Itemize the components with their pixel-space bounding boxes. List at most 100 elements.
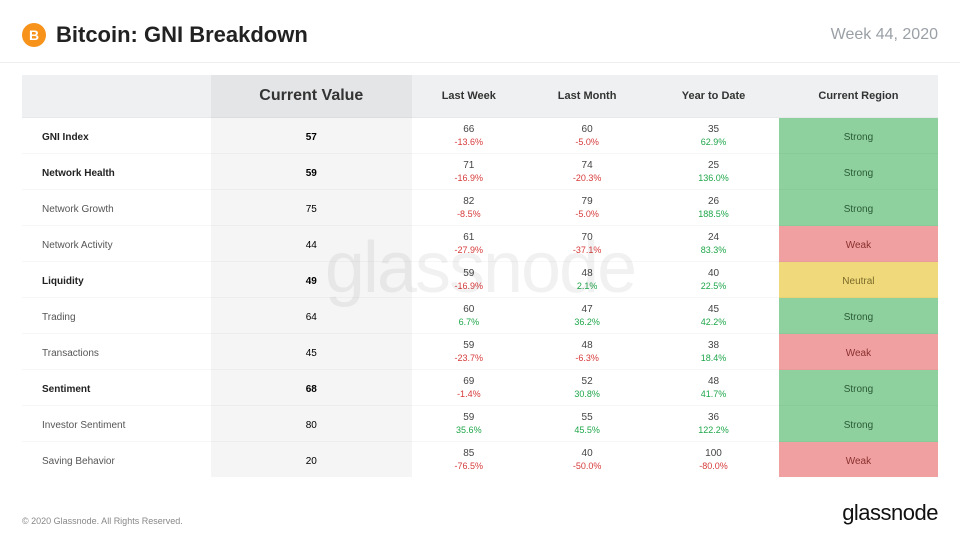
- last_week-delta: -8.5%: [412, 209, 526, 226]
- last_month-value: 52: [526, 370, 648, 390]
- col-last-week: Last Week: [412, 75, 526, 118]
- current-value: 75: [211, 190, 412, 226]
- last_week-delta: -23.7%: [412, 353, 526, 370]
- bitcoin-icon: B: [22, 23, 46, 47]
- ytd-value: 45: [648, 298, 779, 318]
- last_week-value: 59: [412, 262, 526, 282]
- col-last-month: Last Month: [526, 75, 648, 118]
- last_week-value: 82: [412, 190, 526, 210]
- region-badge: Weak: [779, 226, 938, 262]
- row-label: Transactions: [22, 334, 211, 370]
- ytd-value: 36: [648, 406, 779, 426]
- table-row: Network Health59717425Strong: [22, 154, 938, 174]
- current-value: 20: [211, 442, 412, 478]
- table-row: Transactions45594838Weak: [22, 334, 938, 354]
- row-label: Sentiment: [22, 370, 211, 406]
- last_week-delta: 35.6%: [412, 425, 526, 442]
- last_month-value: 47: [526, 298, 648, 318]
- ytd-delta: 18.4%: [648, 353, 779, 370]
- table-row: Network Activity44617024Weak: [22, 226, 938, 246]
- current-value: 80: [211, 406, 412, 442]
- last_month-delta: 45.5%: [526, 425, 648, 442]
- last_month-delta: -5.0%: [526, 137, 648, 154]
- last_week-value: 61: [412, 226, 526, 246]
- row-label: Network Health: [22, 154, 211, 190]
- last_week-value: 66: [412, 118, 526, 138]
- row-label: GNI Index: [22, 118, 211, 154]
- last_week-delta: -1.4%: [412, 389, 526, 406]
- last_month-delta: 30.8%: [526, 389, 648, 406]
- ytd-delta: 122.2%: [648, 425, 779, 442]
- region-badge: Strong: [779, 406, 938, 442]
- last_month-delta: -6.3%: [526, 353, 648, 370]
- region-badge: Weak: [779, 334, 938, 370]
- ytd-delta: 41.7%: [648, 389, 779, 406]
- last_month-value: 60: [526, 118, 648, 138]
- last_month-value: 70: [526, 226, 648, 246]
- table-row: GNI Index57666035Strong: [22, 118, 938, 138]
- header-left: B Bitcoin: GNI Breakdown: [22, 22, 308, 48]
- ytd-value: 40: [648, 262, 779, 282]
- ytd-delta: 136.0%: [648, 173, 779, 190]
- last_month-delta: -20.3%: [526, 173, 648, 190]
- last_month-value: 48: [526, 262, 648, 282]
- last_month-delta: 36.2%: [526, 317, 648, 334]
- last_week-value: 69: [412, 370, 526, 390]
- ytd-value: 100: [648, 442, 779, 462]
- last_week-delta: -16.9%: [412, 173, 526, 190]
- last_week-value: 59: [412, 334, 526, 354]
- col-current: Current Value: [211, 75, 412, 118]
- header: B Bitcoin: GNI Breakdown Week 44, 2020: [0, 0, 960, 63]
- region-badge: Weak: [779, 442, 938, 478]
- page-title: Bitcoin: GNI Breakdown: [56, 22, 308, 48]
- col-region: Current Region: [779, 75, 938, 118]
- table-header-row: Current Value Last Week Last Month Year …: [22, 75, 938, 118]
- current-value: 59: [211, 154, 412, 190]
- last_month-delta: -5.0%: [526, 209, 648, 226]
- current-value: 45: [211, 334, 412, 370]
- ytd-value: 26: [648, 190, 779, 210]
- current-value: 64: [211, 298, 412, 334]
- last_week-value: 59: [412, 406, 526, 426]
- last_month-delta: -50.0%: [526, 461, 648, 477]
- last_week-delta: -13.6%: [412, 137, 526, 154]
- table-row: Network Growth75827926Strong: [22, 190, 938, 210]
- region-badge: Strong: [779, 370, 938, 406]
- row-label: Network Activity: [22, 226, 211, 262]
- brand-logo: glassnode: [842, 500, 938, 526]
- footer: © 2020 Glassnode. All Rights Reserved. g…: [22, 500, 938, 526]
- table-row: Saving Behavior208540100Weak: [22, 442, 938, 462]
- week-label: Week 44, 2020: [831, 26, 938, 44]
- region-badge: Strong: [779, 190, 938, 226]
- current-value: 57: [211, 118, 412, 154]
- col-ytd: Year to Date: [648, 75, 779, 118]
- ytd-delta: 42.2%: [648, 317, 779, 334]
- ytd-delta: 188.5%: [648, 209, 779, 226]
- table-row: Trading64604745Strong: [22, 298, 938, 318]
- ytd-delta: -80.0%: [648, 461, 779, 477]
- table-row: Sentiment68695248Strong: [22, 370, 938, 390]
- table-row: Liquidity49594840Neutral: [22, 262, 938, 282]
- ytd-value: 24: [648, 226, 779, 246]
- last_week-delta: -27.9%: [412, 245, 526, 262]
- last_month-delta: -37.1%: [526, 245, 648, 262]
- region-badge: Neutral: [779, 262, 938, 298]
- last_week-value: 71: [412, 154, 526, 174]
- last_week-delta: -16.9%: [412, 281, 526, 298]
- last_month-value: 74: [526, 154, 648, 174]
- gni-table: Current Value Last Week Last Month Year …: [22, 75, 938, 477]
- last_month-value: 40: [526, 442, 648, 462]
- last_week-delta: -76.5%: [412, 461, 526, 477]
- last_month-value: 79: [526, 190, 648, 210]
- row-label: Network Growth: [22, 190, 211, 226]
- col-blank: [22, 75, 211, 118]
- region-badge: Strong: [779, 118, 938, 154]
- table-wrap: glassnode Current Value Last Week Last M…: [0, 75, 960, 477]
- region-badge: Strong: [779, 154, 938, 190]
- ytd-value: 48: [648, 370, 779, 390]
- ytd-delta: 83.3%: [648, 245, 779, 262]
- row-label: Trading: [22, 298, 211, 334]
- current-value: 49: [211, 262, 412, 298]
- ytd-value: 38: [648, 334, 779, 354]
- ytd-value: 25: [648, 154, 779, 174]
